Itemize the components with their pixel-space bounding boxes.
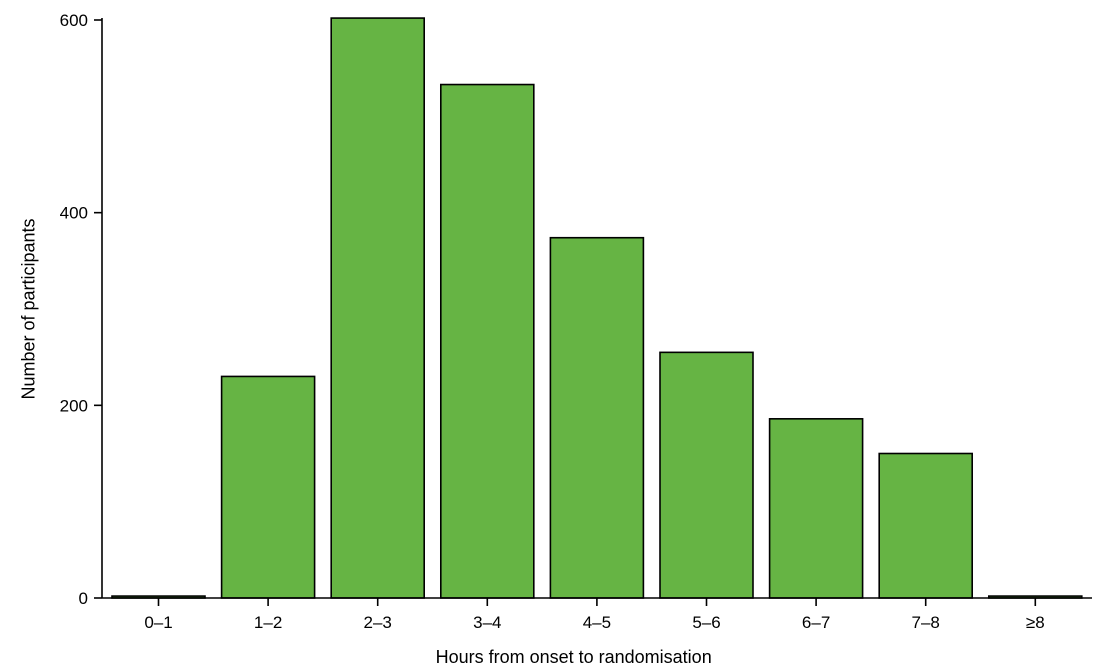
bar-5 [549,236,645,599]
x-tick-label-4: 3–4 [473,613,501,632]
bar-8 [878,452,974,599]
x-axis-title: Hours from onset to randomisation [436,647,712,667]
y-axis-title: Number of participants [18,218,38,399]
x-tick-label-9: ≥8 [1026,613,1045,632]
bar-3 [330,17,426,599]
y-tick-label-400: 400 [60,204,88,223]
y-tick-label-600: 600 [60,11,88,30]
x-tick-label-7: 6–7 [802,613,830,632]
y-tick-label-200: 200 [60,396,88,415]
x-tick-label-2: 1–2 [254,613,282,632]
x-tick-label-8: 7–8 [912,613,940,632]
bar-6 [659,351,754,599]
bars-layer [111,17,1083,599]
x-tick-label-5: 4–5 [583,613,611,632]
y-tick-label-0: 0 [79,589,88,608]
x-tick-label-3: 2–3 [364,613,392,632]
bar-2 [220,375,316,599]
bar-4 [439,83,535,599]
x-axis: 0–1 1–2 2–3 3–4 4–5 5–6 6–7 7–8 ≥8 [102,597,1092,632]
x-tick-label-6: 5–6 [692,613,720,632]
y-axis: 0 200 400 600 [60,11,103,608]
bar-7 [768,418,864,599]
x-tick-label-1: 0–1 [144,613,172,632]
